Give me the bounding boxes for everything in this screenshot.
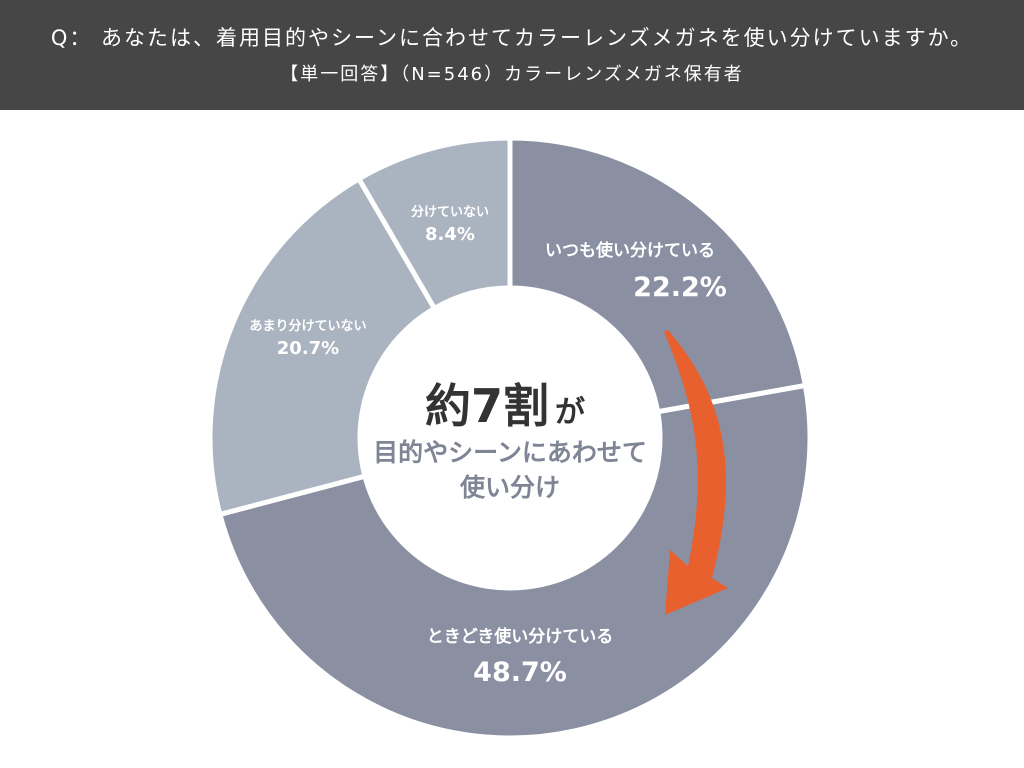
slices-group [207,135,813,741]
center-big-suffix: が [555,395,585,430]
arrow-icon [664,330,728,615]
slice-value-never: 8.4% [425,224,475,245]
center-highlight-text: 約7割が [425,379,585,433]
slice-label-sometimes: ときどき使い分けている [427,626,614,647]
slice-label-never: 分けていない [411,204,489,220]
slice-rarely [207,175,438,518]
question-subtitle: 【単一回答】（N=546）カラーレンズメガネ保有者 [280,64,744,85]
slice-value-always: 22.2% [633,272,727,303]
center-line-2: 使い分け [459,473,560,502]
slice-label-always: いつも使い分けている [545,240,715,261]
slice-labels-group: いつも使い分けている 22.2% ときどき使い分けている 48.7% あまり分けていない… [249,204,726,688]
slice-always [507,135,809,415]
center-line-1: 目的やシーンにあわせて [373,438,647,467]
slice-never [355,135,513,312]
center-big-text: 約7割 [425,379,549,433]
slice-label-rarely: あまり分けていない [249,318,366,334]
slice-value-sometimes: 48.7% [473,657,567,688]
slice-value-rarely: 20.7% [277,338,339,359]
question-text: Q： あなたは、着用目的やシーンに合わせてカラーレンズメガネを使い分けていますか… [50,26,974,50]
slice-sometimes [216,382,813,741]
question-header: Q： あなたは、着用目的やシーンに合わせてカラーレンズメガネを使い分けていますか… [0,0,1024,110]
